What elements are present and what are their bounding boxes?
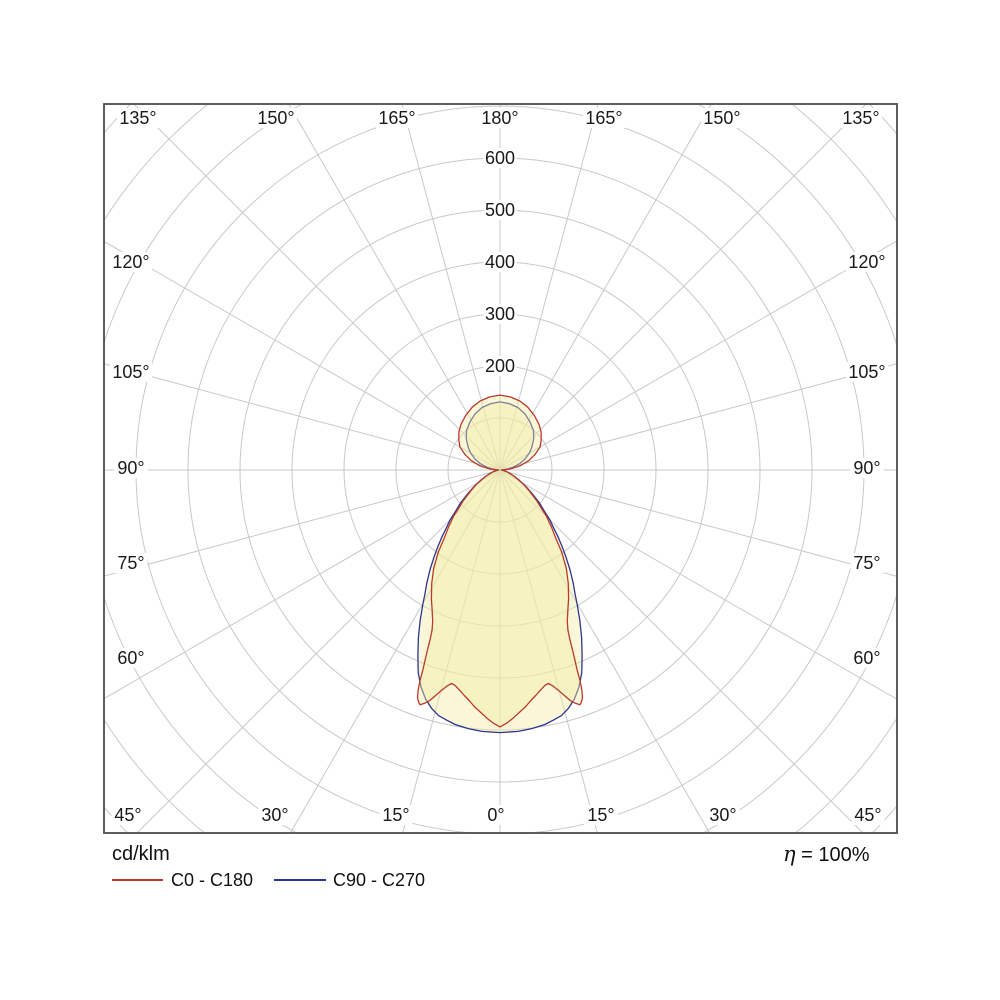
axis-label: 135° xyxy=(842,108,879,128)
axis-label: 165° xyxy=(378,108,415,128)
eta-text: = 100% xyxy=(801,844,870,866)
axis-label: 45° xyxy=(854,805,881,825)
axis-label: 500 xyxy=(485,200,515,220)
axis-labels: 135° 150° 165° 180° 165° 150° 135° 120° 105° 90° 7… xyxy=(110,108,888,825)
axis-label: 120° xyxy=(848,252,885,272)
legend-label-c0-c180: C0 - C180 xyxy=(171,870,254,890)
axis-label: 75° xyxy=(853,553,880,573)
axis-label: 300 xyxy=(485,304,515,324)
axis-label: 60° xyxy=(117,648,144,668)
axis-label: 200 xyxy=(485,356,515,376)
axis-label: 45° xyxy=(114,805,141,825)
eta-symbol: η xyxy=(783,842,796,866)
axis-label: 60° xyxy=(853,648,880,668)
legend-label-c90-c270: C90 - C270 xyxy=(333,870,426,890)
axis-label: 30° xyxy=(261,805,288,825)
axis-label: 135° xyxy=(119,108,156,128)
axis-label: 400 xyxy=(485,252,515,272)
series-c0-c180 xyxy=(416,394,584,728)
axis-label: 600 xyxy=(485,148,515,168)
axis-label: 150° xyxy=(257,108,294,128)
axis-label: 90° xyxy=(117,458,144,478)
unit-label: cd/klm xyxy=(112,843,170,865)
axis-label: 150° xyxy=(703,108,740,128)
axis-label: 180° xyxy=(481,108,518,128)
axis-label: 15° xyxy=(382,805,409,825)
axis-label: 120° xyxy=(112,252,149,272)
axis-label: 0° xyxy=(487,805,504,825)
efficiency-value: η = 100% xyxy=(783,842,870,867)
axis-label: 15° xyxy=(587,805,614,825)
axis-label: 90° xyxy=(853,458,880,478)
plot-frame xyxy=(103,103,898,834)
legend-swatch-c90-c270 xyxy=(274,879,326,881)
axis-label: 75° xyxy=(117,553,144,573)
axis-label: 165° xyxy=(585,108,622,128)
legend-swatch-c0-c180 xyxy=(112,879,163,881)
axis-label: 105° xyxy=(848,362,885,382)
axis-label: 30° xyxy=(709,805,736,825)
axis-label: 105° xyxy=(112,362,149,382)
